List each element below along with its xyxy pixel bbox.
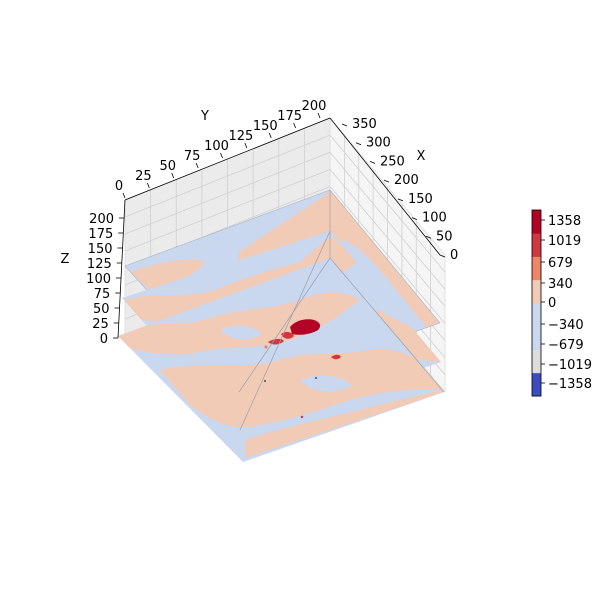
- x-tick-label: 250: [380, 154, 405, 169]
- y-tick-mark: [220, 152, 223, 159]
- hotspot-dot-3: [264, 380, 266, 382]
- colorbar-tick-label: −1358: [548, 377, 592, 392]
- colorbar-band: [532, 233, 541, 257]
- z-tick-label: 125: [87, 257, 112, 272]
- y-tick-label: 200: [302, 99, 327, 114]
- slice-z-100-warm-region: [125, 236, 360, 325]
- x-tick-label: 150: [408, 192, 433, 207]
- colorbar-tick-label: 1358: [548, 214, 581, 229]
- y-tick-mark: [268, 132, 272, 139]
- slice-z-0-warm-region-2: [160, 349, 444, 428]
- slice-z-0: [118, 258, 444, 462]
- hotspot-dot-1: [264, 345, 268, 349]
- x-tick-label: 50: [436, 229, 453, 244]
- y-tick-label: 125: [228, 129, 253, 144]
- colorbar-tick-label: 340: [548, 277, 573, 292]
- x-axis: 0 50 100 150 200 250 300 350: [329, 117, 458, 263]
- y-tick-mark: [195, 162, 199, 169]
- x-tick-mark: [439, 254, 446, 258]
- z-tick-label: 50: [93, 302, 110, 317]
- y-tick-label: 25: [135, 169, 152, 184]
- colorbar-tick-label: 679: [548, 256, 573, 271]
- colorbar-band: [532, 279, 541, 304]
- slice-z-0-warm-region-3: [245, 390, 444, 458]
- colorbar-band: [532, 372, 541, 397]
- hotspot-main-halo: [281, 331, 294, 339]
- z-tick-label: 25: [92, 317, 109, 332]
- hotspot-dot-2: [300, 415, 304, 419]
- colorbar-frame: [531, 209, 542, 397]
- x-tick-label: 100: [422, 211, 447, 226]
- contour-slices: [118, 189, 444, 462]
- colorbar-tick-label: −1019: [548, 358, 592, 373]
- z-tick-label: 150: [88, 242, 113, 257]
- z-axis-label: Z: [61, 252, 70, 267]
- x-tick-label: 200: [394, 173, 419, 188]
- y-tick-mark: [293, 122, 296, 129]
- y-tick-label: 175: [277, 109, 302, 124]
- x-tick-mark: [397, 198, 404, 202]
- y-tick-mark: [171, 172, 175, 179]
- y-tick-mark: [122, 192, 126, 199]
- y-tick-label: 75: [184, 149, 201, 164]
- y-tick-label: 100: [204, 139, 229, 154]
- x-axis-line: [329, 117, 441, 256]
- y-tick-mark: [244, 142, 248, 149]
- y-axis-line: [124, 117, 331, 201]
- z-tick-label: 0: [100, 332, 108, 347]
- y-tick-mark: [317, 112, 321, 119]
- x-tick-label: 300: [366, 136, 391, 151]
- z-tick-label: 200: [89, 212, 114, 227]
- x-tick-mark: [341, 123, 348, 127]
- colorbar-tick-label: 0: [548, 296, 556, 311]
- colorbar-tick-label: −679: [548, 338, 584, 353]
- slice-z-0-cool-patch-2: [300, 375, 352, 392]
- inner-pane-edges: [238, 190, 445, 431]
- x-tick-label: 350: [352, 117, 377, 132]
- colorbar-band: [532, 349, 541, 374]
- x-tick-mark: [355, 142, 362, 146]
- colorbar-band: [532, 326, 541, 350]
- z-tick-label: 100: [86, 272, 111, 287]
- x-tick-mark: [425, 235, 432, 239]
- slice-z-200-warm-patch: [130, 259, 205, 290]
- x-axis-label: X: [417, 149, 426, 164]
- colorbar-band: [532, 303, 541, 327]
- colorbar-band: [532, 256, 541, 281]
- y-tick-mark: [147, 182, 150, 189]
- y-axis-label: Y: [200, 109, 209, 124]
- y-tick-label: 50: [159, 159, 176, 174]
- slice-z-0-cool-patch-1: [220, 325, 262, 340]
- z-tick-label: 175: [88, 227, 113, 242]
- hotspot-dot-4: [315, 377, 317, 379]
- colorbar: 1358 1019 679 340 0 −340 −679 −1019 −1358: [531, 209, 592, 397]
- slice-z-200-warm-region: [238, 190, 440, 330]
- z-axis-line: [117, 199, 126, 339]
- y-tick-label: 150: [253, 119, 278, 134]
- x-tick-mark: [411, 217, 418, 220]
- x-tick-label: 0: [450, 248, 458, 263]
- colorbar-tick-label: 1019: [548, 234, 581, 249]
- slice-z-0-warm-region-1: [118, 292, 360, 355]
- x-tick-mark: [369, 161, 376, 164]
- x-tick-mark: [383, 179, 390, 183]
- colorbar-tick-label: −340: [548, 318, 584, 333]
- y-tick-label: 0: [115, 179, 123, 194]
- colorbar-band: [532, 210, 541, 234]
- hotspot-main: [290, 319, 321, 335]
- z-tick-label: 75: [94, 287, 111, 302]
- hotspot-small: [331, 354, 341, 360]
